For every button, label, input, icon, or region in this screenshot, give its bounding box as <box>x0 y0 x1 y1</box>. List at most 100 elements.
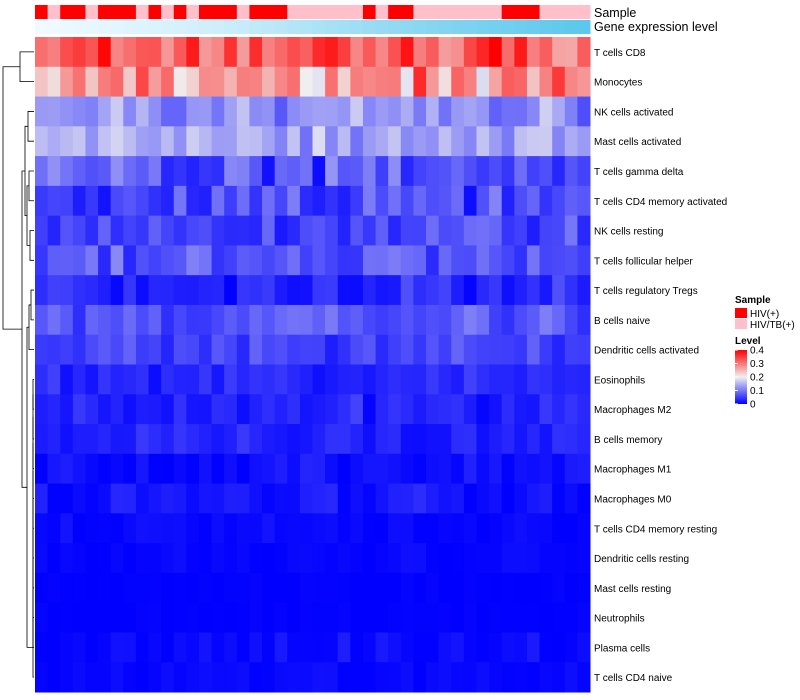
heatmap-cell <box>98 96 112 127</box>
heatmap-cell <box>350 632 364 663</box>
heatmap-cell <box>552 37 566 68</box>
heatmap-cell <box>110 245 124 276</box>
heatmap-cell <box>564 304 578 336</box>
heatmap-cell <box>400 156 414 187</box>
heatmap-cell <box>350 156 364 187</box>
heatmap-cell <box>438 96 452 127</box>
heatmap-cell <box>413 513 427 544</box>
heatmap-cell <box>312 572 326 604</box>
heatmap-cell <box>426 543 440 574</box>
heatmap-cell <box>564 632 578 663</box>
expression-annotation-cell <box>186 20 200 34</box>
heatmap-cell <box>135 96 150 127</box>
expression-annotation-cell <box>463 20 477 34</box>
heatmap-cell <box>262 245 276 276</box>
heatmap-cell <box>85 185 99 217</box>
heatmap-cell <box>539 37 553 68</box>
heatmap-cell <box>110 334 124 365</box>
heatmap-cell <box>526 37 541 68</box>
heatmap-cell <box>236 304 250 336</box>
row-label: Neutrophils <box>594 614 645 625</box>
heatmap-cell <box>161 513 175 544</box>
heatmap-cell <box>526 483 541 514</box>
expression-annotation-cell <box>337 20 351 34</box>
heatmap-cell <box>123 96 137 127</box>
heatmap-cell <box>262 364 276 395</box>
heatmap-cell <box>211 602 225 633</box>
heatmap-cell <box>249 126 263 157</box>
sample-annotation-cell <box>60 5 74 19</box>
heatmap-cell <box>287 96 301 127</box>
heatmap-cell <box>577 156 591 187</box>
heatmap-cell <box>426 245 440 276</box>
heatmap-cell <box>463 453 477 485</box>
heatmap-cell <box>362 66 377 98</box>
heatmap-cell <box>287 275 301 306</box>
heatmap-cell <box>198 543 213 574</box>
heatmap-cell <box>552 215 566 246</box>
heatmap-cell <box>501 602 515 633</box>
expression-annotation-cell <box>501 20 515 34</box>
heatmap-cell <box>451 394 465 425</box>
heatmap-cell <box>489 424 503 455</box>
heatmap-cell <box>148 662 162 693</box>
heatmap-cell <box>362 602 377 633</box>
sample-annotation-cell <box>198 5 213 19</box>
expression-annotation-cell <box>47 20 61 34</box>
heatmap-cell <box>274 602 288 633</box>
heatmap-cell <box>514 66 528 98</box>
heatmap-cell <box>98 364 112 395</box>
heatmap-cell <box>552 304 566 336</box>
heatmap-cell <box>72 572 86 604</box>
heatmap-cell <box>173 572 187 604</box>
heatmap-cell <box>35 156 49 187</box>
expression-annotation-label: Gene expression level <box>594 20 718 34</box>
heatmap-cell <box>539 275 553 306</box>
heatmap-cell <box>426 304 440 336</box>
heatmap-cell <box>211 37 225 68</box>
heatmap-cell <box>186 245 200 276</box>
heatmap-cell <box>299 602 313 633</box>
heatmap-cell <box>312 543 326 574</box>
heatmap-cell <box>362 245 377 276</box>
heatmap-cell <box>47 513 61 544</box>
heatmap-cell <box>85 632 99 663</box>
heatmap-cell <box>198 245 213 276</box>
sample-annotation-cell <box>262 5 276 19</box>
heatmap-cell <box>148 453 162 485</box>
dendrogram-branch <box>19 51 34 83</box>
heatmap-cell <box>438 424 452 455</box>
heatmap-cell <box>577 334 591 365</box>
heatmap-cell <box>337 632 351 663</box>
heatmap-cell <box>325 483 339 514</box>
heatmap-cell <box>325 334 339 365</box>
heatmap-cell <box>501 37 515 68</box>
heatmap-cell <box>85 275 99 306</box>
heatmap-cell <box>60 543 74 574</box>
heatmap-cell <box>236 602 250 633</box>
heatmap-cell <box>135 37 150 68</box>
heatmap-cell <box>236 453 250 485</box>
heatmap-cell <box>438 66 452 98</box>
heatmap-cell <box>98 662 112 693</box>
sample-annotation-cell <box>173 5 187 19</box>
expression-annotation-cell <box>451 20 465 34</box>
heatmap-cell <box>98 572 112 604</box>
sample-annotation-cell <box>438 5 452 19</box>
heatmap-cell <box>35 304 49 336</box>
heatmap-cell <box>299 304 313 336</box>
heatmap-cell <box>501 96 515 127</box>
heatmap-cell <box>337 662 351 693</box>
heatmap-cell <box>148 602 162 633</box>
heatmap-cell <box>325 156 339 187</box>
heatmap-cell <box>262 572 276 604</box>
heatmap-cell <box>236 632 250 663</box>
heatmap-cell <box>539 662 553 693</box>
heatmap-cell <box>350 543 364 574</box>
heatmap-cell <box>325 215 339 246</box>
heatmap-cell <box>400 245 414 276</box>
heatmap-cell <box>274 126 288 157</box>
heatmap-cell <box>72 483 86 514</box>
heatmap-cell <box>211 424 225 455</box>
heatmap-cell <box>577 185 591 217</box>
